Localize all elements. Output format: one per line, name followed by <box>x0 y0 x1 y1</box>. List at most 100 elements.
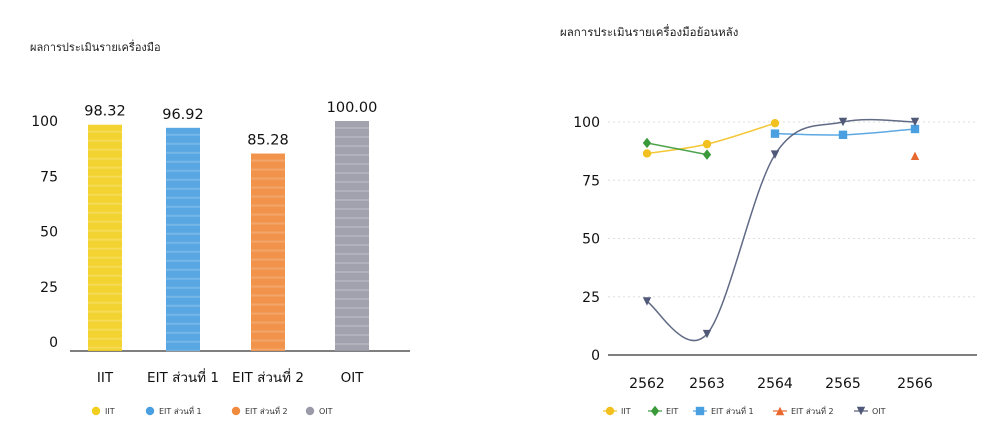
bar-texture <box>251 249 285 252</box>
bar-texture <box>335 154 369 156</box>
bar-texture <box>251 231 285 234</box>
bar-value-label: 98.32 <box>84 104 126 120</box>
line-chart-panel: ผลการประเมินรายเครื่องมือย้อนหลัง 0 25 50 7… <box>490 0 983 423</box>
bar-texture <box>335 325 369 327</box>
bar-value-label: 96.92 <box>162 107 204 123</box>
bar-texture <box>88 157 122 160</box>
line-chart-title: ผลการประเมินรายเครื่องมือย้อนหลัง <box>560 25 739 39</box>
bar-texture <box>251 348 285 351</box>
bar-texture <box>88 202 122 205</box>
legend-label: IIT <box>105 407 115 416</box>
bar-texture <box>335 235 369 237</box>
bar-texture <box>335 244 369 246</box>
bar-texture <box>166 133 200 136</box>
bar-chart-title: ผลการประเมินรายเครื่องมือ <box>30 41 161 54</box>
bar-texture <box>251 168 285 171</box>
legend-marker-oit <box>305 406 315 416</box>
x-tick-label: 2566 <box>897 376 933 392</box>
bar-texture <box>166 322 200 325</box>
bar-texture <box>166 286 200 289</box>
data-point-eit-1 <box>838 130 848 140</box>
bar-texture <box>251 213 285 216</box>
legend-marker-eit-1 <box>695 406 705 416</box>
legend-marker-oit <box>856 406 866 416</box>
bar-texture <box>166 241 200 244</box>
bar-texture <box>166 214 200 217</box>
bar-texture <box>335 127 369 129</box>
bar-value-label: 85.28 <box>247 133 289 149</box>
bar-eit-2 <box>251 153 285 351</box>
bar-texture <box>88 166 122 169</box>
data-point-eit-2 <box>910 151 920 160</box>
bar-texture <box>335 280 369 282</box>
bar-texture <box>251 330 285 333</box>
legend-label: EIT ส่วนที่ 1 <box>159 405 202 416</box>
y-tick-label: 75 <box>582 173 600 189</box>
y-tick-label: 25 <box>582 290 600 306</box>
bar-texture <box>335 271 369 273</box>
bar-texture <box>251 303 285 306</box>
y-tick-label: 100 <box>573 115 600 131</box>
bar-texture <box>251 339 285 342</box>
bar-texture <box>88 274 122 277</box>
series-line-iit <box>646 122 776 155</box>
bar-texture <box>335 172 369 174</box>
bar-oit <box>335 121 369 351</box>
bar-texture <box>166 223 200 226</box>
bar-texture <box>335 253 369 255</box>
data-point-oit <box>838 117 848 127</box>
data-point-eit <box>642 137 652 149</box>
bar-texture <box>335 343 369 345</box>
bar-texture <box>251 195 285 198</box>
data-point-iit <box>770 118 780 128</box>
bar-texture <box>166 205 200 208</box>
legend-label: EIT ส่วนที่ 1 <box>711 405 754 416</box>
bar-texture <box>251 294 285 297</box>
bar-texture <box>88 229 122 232</box>
bar-texture <box>88 193 122 196</box>
bar-texture <box>251 222 285 225</box>
bar-texture <box>251 312 285 315</box>
bar-texture <box>166 232 200 235</box>
data-point-eit-1 <box>770 129 780 138</box>
bar-texture <box>166 277 200 280</box>
bar-texture <box>335 208 369 210</box>
legend-label: OIT <box>872 407 886 416</box>
legend-label: OIT <box>319 407 333 416</box>
legend-marker-eit-1 <box>145 406 155 416</box>
bar-texture <box>166 169 200 172</box>
y-tick-label: 0 <box>49 335 58 351</box>
bar-texture <box>88 220 122 223</box>
data-point-eit-1 <box>910 124 920 134</box>
bar-texture <box>88 292 122 295</box>
legend-label: EIT ส่วนที่ 2 <box>791 405 834 416</box>
x-tick-label: 2562 <box>629 376 665 392</box>
bar-texture <box>88 301 122 304</box>
bar-texture <box>251 276 285 279</box>
y-tick-label: 0 <box>591 348 600 364</box>
bar-texture <box>251 204 285 207</box>
x-tick-label: 2563 <box>689 376 725 392</box>
bar-texture <box>335 289 369 291</box>
bar-texture <box>251 321 285 324</box>
bar-texture <box>88 184 122 187</box>
bar-texture <box>88 175 122 178</box>
bar-texture <box>251 285 285 288</box>
bar-texture <box>88 337 122 340</box>
bar-texture <box>166 196 200 199</box>
bar-eit-1 <box>166 127 200 352</box>
x-category-label: EIT ส่วนที่ 2 <box>232 368 304 386</box>
legend-label: EIT ส่วนที่ 2 <box>245 405 288 416</box>
data-point-oit <box>910 117 920 127</box>
legend-marker-iit <box>605 406 615 416</box>
bar-texture <box>335 334 369 336</box>
bar-texture <box>166 313 200 316</box>
x-tick-label: 2565 <box>825 376 861 392</box>
bar-texture <box>335 262 369 264</box>
y-tick-label: 100 <box>31 114 58 130</box>
bar-texture <box>166 259 200 262</box>
bar-texture <box>88 265 122 268</box>
data-point-oit <box>642 297 652 306</box>
y-tick-label: 50 <box>40 225 58 241</box>
bar-texture <box>88 139 122 142</box>
